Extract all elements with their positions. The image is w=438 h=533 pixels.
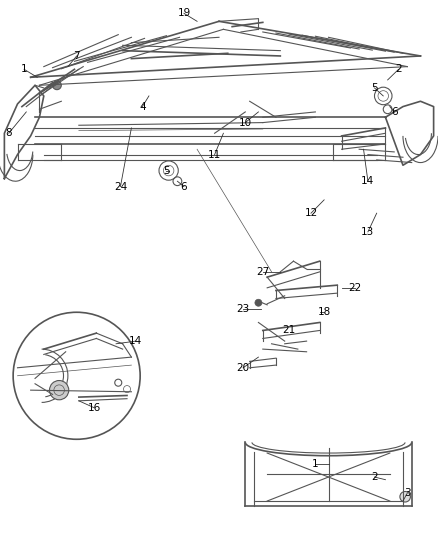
Text: 16: 16 xyxy=(88,403,101,413)
Text: 4: 4 xyxy=(139,102,146,111)
Text: 23: 23 xyxy=(237,304,250,314)
Text: 2: 2 xyxy=(371,472,378,482)
Text: 8: 8 xyxy=(5,128,12,138)
Text: 11: 11 xyxy=(208,150,221,159)
Text: 1: 1 xyxy=(312,459,319,469)
Text: 3: 3 xyxy=(404,488,411,498)
Text: 5: 5 xyxy=(371,83,378,93)
Text: 18: 18 xyxy=(318,307,331,317)
Text: 6: 6 xyxy=(391,107,398,117)
Text: 20: 20 xyxy=(237,363,250,373)
Text: 12: 12 xyxy=(304,208,318,218)
Circle shape xyxy=(13,312,140,439)
Text: 14: 14 xyxy=(361,176,374,186)
Circle shape xyxy=(255,299,262,306)
Text: 10: 10 xyxy=(239,118,252,127)
Text: 19: 19 xyxy=(177,9,191,18)
Text: 27: 27 xyxy=(256,267,269,277)
Text: 24: 24 xyxy=(114,182,127,191)
Text: 7: 7 xyxy=(73,51,80,61)
Text: 5: 5 xyxy=(163,166,170,175)
Text: 22: 22 xyxy=(348,283,361,293)
Text: 13: 13 xyxy=(361,227,374,237)
Circle shape xyxy=(49,381,69,400)
Text: 2: 2 xyxy=(395,64,402,74)
Circle shape xyxy=(400,491,410,502)
Circle shape xyxy=(53,81,61,90)
Text: 14: 14 xyxy=(129,336,142,346)
Text: 21: 21 xyxy=(283,326,296,335)
Text: 1: 1 xyxy=(21,64,28,74)
Text: 6: 6 xyxy=(180,182,187,191)
